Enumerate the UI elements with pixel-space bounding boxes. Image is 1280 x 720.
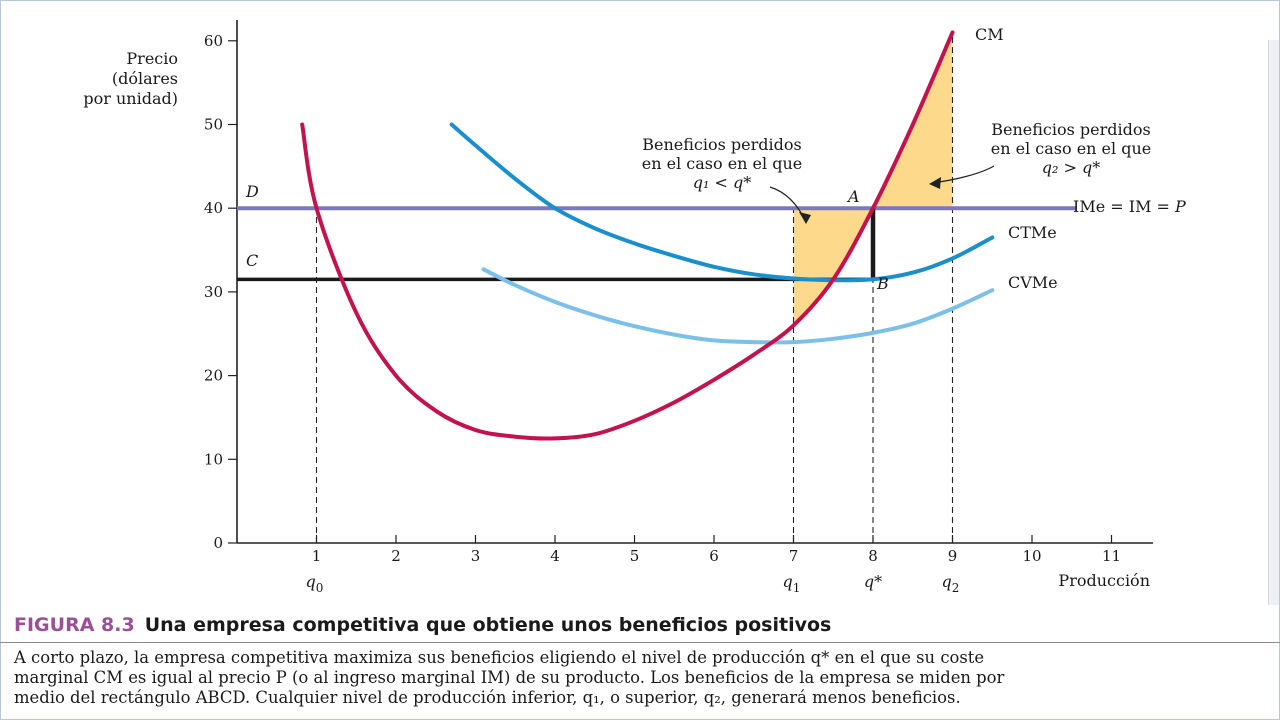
series-label-cvme: CVMe: [1008, 273, 1058, 292]
point-label-c: C: [246, 251, 258, 270]
x-tick-label-4: 4: [550, 547, 560, 565]
y-tick-label-60: 60: [204, 32, 223, 50]
y-tick-label-0: 0: [213, 534, 223, 552]
q-label-q: q*: [864, 572, 882, 591]
x-tick-label-10: 10: [1022, 547, 1041, 565]
y-tick-label-10: 10: [204, 450, 223, 468]
y-axis-label-3: por unidad): [83, 89, 178, 108]
x-tick-label-6: 6: [709, 547, 719, 565]
chart-labels: q0 q1 q* q2 CM CTMe CVMe IMe = IM = P A B C D Benefi…: [245, 25, 1186, 595]
lost-profit-areas: [793, 32, 953, 326]
x-tick-label-7: 7: [789, 547, 799, 565]
chart: 0 10 20 30 40 50 60 1 2 3 4 5 6 7 8 9 10 11 Precio(dólares…: [83, 20, 1186, 595]
curves: [237, 30, 1076, 441]
lost-profit-area-1: [793, 208, 873, 326]
lost-profit-label-2-line-2: en el caso en el que: [991, 139, 1152, 158]
curve-ctme: [449, 122, 995, 283]
x-tick-label-5: 5: [630, 547, 640, 565]
figure-title-text: Una empresa competitiva que obtiene unos…: [144, 614, 832, 636]
figure-title: FIGURA 8.3 Una empresa competitiva que ob…: [14, 614, 831, 636]
lost-profit-area-2: [873, 32, 953, 209]
axes: 0 10 20 30 40 50 60 1 2 3 4 5 6 7 8 9 10 11 Precio(dólares…: [83, 20, 1153, 590]
dashed-guides: [315, 32, 954, 543]
series-label-ime-im-p: IMe = IM = P: [1073, 197, 1186, 216]
caption-line-1: A corto plazo, la empresa competitiva ma…: [14, 648, 985, 667]
y-tick-label-20: 20: [204, 367, 223, 385]
lost-profit-label-2-line-3: q₂ > q*: [1042, 158, 1100, 177]
curve-cm: [300, 30, 955, 441]
curve-cvme: [481, 267, 995, 345]
figure-number: FIGURA 8.3: [14, 614, 135, 636]
caption-line-3: medio del rectángulo ABCD. Cualquier niv…: [14, 688, 961, 707]
series-label-ctme: CTMe: [1008, 223, 1057, 242]
point-label-a: A: [846, 187, 860, 206]
y-tick-label-40: 40: [204, 199, 223, 217]
x-tick-label-8: 8: [868, 547, 878, 565]
y-axis-label-2: (dólares: [112, 69, 178, 88]
arrowhead-1: [799, 212, 811, 224]
q-label-q2: q2: [942, 572, 960, 595]
q-label-q0: q0: [306, 572, 324, 595]
lost-profit-label-2-line-1: Beneficios perdidos: [991, 120, 1150, 139]
x-tick-label-1: 1: [312, 547, 322, 565]
figure-caption: A corto plazo, la empresa competitiva ma…: [14, 648, 1270, 708]
x-axis-label: Producción: [1058, 571, 1150, 590]
caption-divider: [0, 642, 1280, 643]
scrollbar-edge: [1268, 40, 1279, 605]
y-tick-label-30: 30: [204, 283, 223, 301]
x-tick-label-3: 3: [471, 547, 481, 565]
arrowhead-2: [929, 177, 941, 189]
caption-line-2: marginal CM es igual al precio P (o al i…: [14, 668, 1005, 687]
q-label-q1: q1: [783, 572, 801, 595]
lost-profit-label-1-line-1: Beneficios perdidos: [642, 135, 801, 154]
y-tick-label-50: 50: [204, 116, 223, 134]
x-tick-label-9: 9: [948, 547, 958, 565]
x-tick-label-11: 11: [1102, 547, 1121, 565]
x-tick-label-2: 2: [391, 547, 401, 565]
lost-profit-label-1-line-2: en el caso en el que: [642, 154, 803, 173]
point-label-b: B: [876, 274, 889, 293]
point-label-d: D: [245, 182, 259, 201]
lost-profit-label-1-line-3: q₁ < q*: [693, 173, 751, 192]
y-axis-label-1: Precio: [126, 49, 178, 68]
series-label-cm: CM: [975, 25, 1004, 44]
